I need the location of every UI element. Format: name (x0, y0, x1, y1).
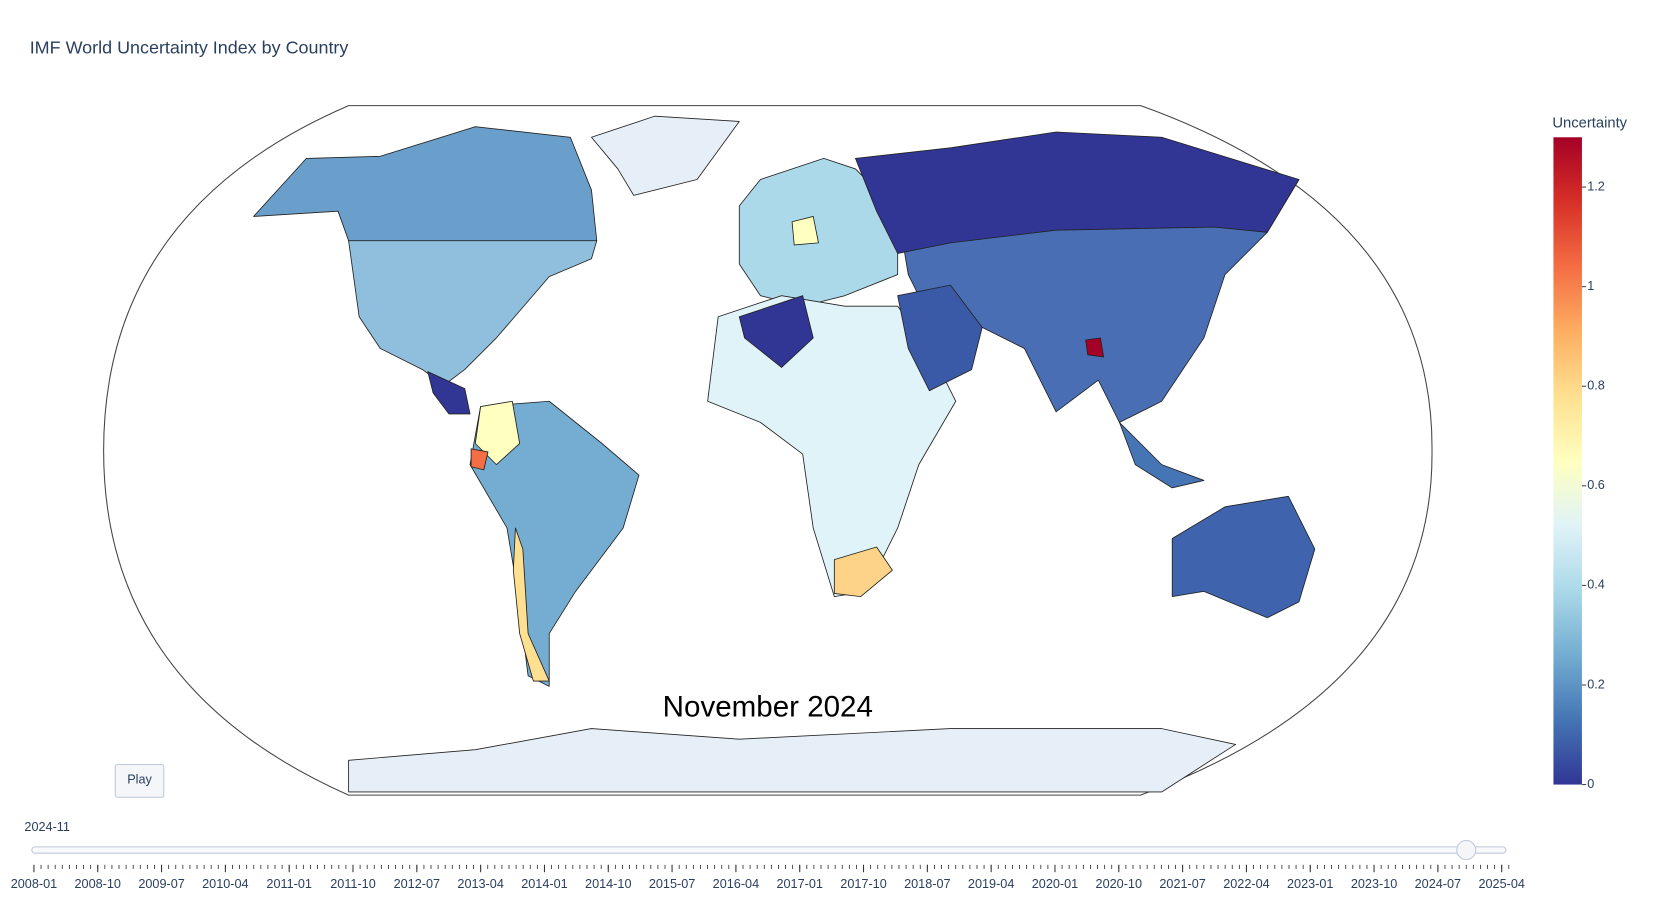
colorbar-tick-label: 0.2 (1587, 677, 1605, 691)
colorbar-scale (1553, 137, 1582, 785)
land (591, 115, 740, 196)
land (469, 400, 640, 687)
slider-rail (31, 846, 1507, 854)
slider-tick-label: 2014-10 (585, 877, 631, 891)
slider-tick-label: 2023-10 (1351, 877, 1397, 891)
slider-tick-label: 2008-10 (75, 877, 121, 891)
colorbar: 0 0.2 0.4 0.6 0.8 1 1.2 (1553, 137, 1605, 791)
land (427, 371, 471, 415)
land (738, 157, 899, 307)
chart-title: IMF World Uncertainty Index by Country (30, 37, 349, 57)
land (348, 728, 1237, 793)
slider-tick-label: 2025-04 (1478, 877, 1524, 891)
land (897, 284, 983, 392)
slider: 2024-11 2008-01 2008-10 2009-07 2010-04 2011-… (11, 820, 1525, 891)
slider-tick-label: 2011-10 (330, 877, 376, 891)
colorbar-tick-label: 0 (1587, 777, 1594, 791)
land (512, 527, 550, 682)
slider-tick-label: 2009-07 (138, 877, 184, 891)
slider-tick-label: 2018-07 (904, 877, 950, 891)
land (1119, 421, 1205, 489)
land (253, 126, 598, 242)
slider-tick-label: 2012-07 (394, 877, 440, 891)
slider-tick-label: 2019-04 (968, 877, 1014, 891)
play-button-label[interactable]: Play (127, 773, 152, 787)
slider-current-label: 2024-11 (24, 820, 70, 834)
slider-tick-label: 2015-07 (649, 877, 695, 891)
slider-tick-label: 2023-01 (1287, 877, 1333, 891)
slider-tick-label: 2017-01 (776, 877, 822, 891)
land (833, 546, 893, 598)
slider-tick-label: 2010-04 (202, 877, 248, 891)
slider-tick-label: 2011-01 (266, 877, 312, 891)
slider-tick-label: 2016-04 (713, 877, 759, 891)
land (791, 216, 819, 246)
slider-tick-label: 2020-10 (1096, 877, 1142, 891)
colorbar-tick-label: 0.6 (1587, 478, 1605, 492)
land (470, 448, 489, 471)
slider-tick-label: 2014-01 (521, 877, 567, 891)
land (1171, 495, 1316, 619)
colorbar-tick-label: 0.8 (1587, 379, 1605, 393)
slider-tick-label: 2017-10 (840, 877, 886, 891)
land (738, 295, 814, 368)
colorbar-tick-label: 1.2 (1587, 179, 1605, 193)
slider-handle[interactable] (1456, 840, 1477, 861)
colorbar-title: Uncertainty (1552, 115, 1627, 131)
colorbar-tick-label: 0.4 (1587, 578, 1605, 592)
slider-tick-label: 2008-01 (11, 877, 57, 891)
play-button[interactable] (114, 763, 165, 798)
land (474, 400, 521, 466)
slider-tick-label: 2024-07 (1415, 877, 1461, 891)
frame-annotation: November 2024 (663, 690, 873, 723)
colorbar-tick-label: 1 (1587, 279, 1594, 293)
slider-tick-label: 2021-07 (1159, 877, 1205, 891)
slider-tick-label: 2022-04 (1223, 877, 1269, 891)
land (855, 131, 1300, 254)
land (1085, 337, 1105, 358)
slider-tick-label: 2013-04 (457, 877, 503, 891)
map (103, 105, 1433, 796)
slider-tick-label: 2020-01 (1032, 877, 1078, 891)
land (348, 240, 598, 386)
land (707, 295, 957, 598)
